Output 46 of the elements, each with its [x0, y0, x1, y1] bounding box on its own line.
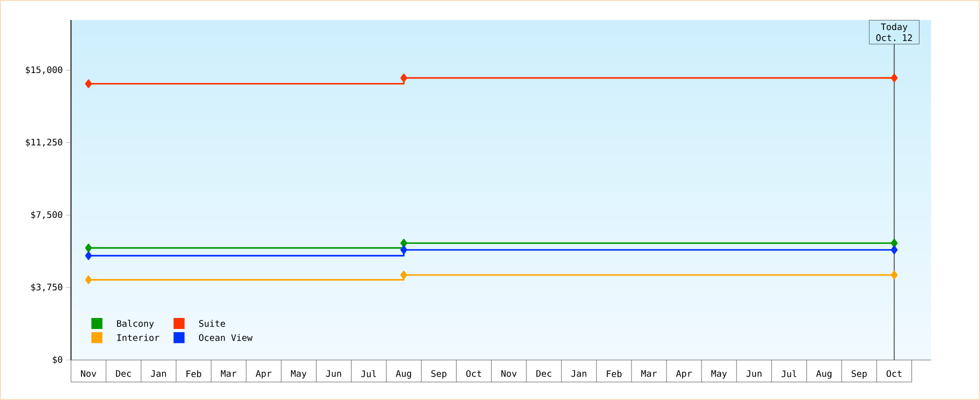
legend-label: Suite: [199, 320, 226, 327]
x-tick-label: Mar: [641, 370, 657, 377]
x-tick-label: Dec: [536, 370, 552, 377]
legend-label: Balcony: [117, 320, 154, 329]
x-tick-label: Jan: [150, 370, 166, 377]
x-tick-label: Jul: [361, 370, 376, 378]
point: [400, 270, 408, 280]
point: [890, 238, 898, 248]
x-tick-label: Jun: [746, 370, 762, 377]
y-tick-label: $3,750: [31, 283, 62, 292]
legend-label: Ocean View: [199, 334, 253, 341]
x-tick-label: Sep: [852, 370, 867, 379]
x-tick-label: Aug: [816, 370, 832, 379]
y-tick-label: $11,250: [26, 138, 62, 147]
point: [85, 276, 92, 284]
x-tick-label: Jul: [782, 370, 796, 378]
point: [400, 238, 408, 248]
point: [890, 74, 898, 82]
x-tick-label: May: [290, 370, 306, 379]
x-tick-label: Dec: [116, 370, 131, 377]
x-tick-label: Nov: [81, 370, 96, 377]
x-tick-label: Apr: [256, 370, 272, 379]
point: [400, 74, 408, 82]
x-tick-label: Jun: [326, 370, 342, 377]
point: [85, 251, 92, 260]
point: [85, 79, 92, 88]
x-tick-label: Aug: [396, 370, 412, 379]
x-tick-label: Oct: [886, 370, 902, 377]
x-tick-label: Oct: [466, 370, 482, 377]
y-tick-label: $15,000: [26, 66, 62, 74]
x-tick-label: Feb: [186, 370, 202, 378]
annotation: Today Oct. 12: [876, 23, 912, 42]
y-tick-label: $7,500: [31, 211, 62, 220]
x-tick-label: May: [711, 370, 727, 379]
point: [85, 244, 92, 252]
x-tick-label: Jan: [571, 370, 586, 377]
x-tick-label: Mar: [220, 370, 236, 377]
point: [890, 246, 898, 254]
x-tick-label: Sep: [431, 370, 446, 379]
y-tick-label: $0: [52, 356, 62, 364]
point: [890, 270, 898, 280]
x-tick-label: Apr: [676, 370, 692, 379]
x-tick-label: Nov: [501, 370, 517, 377]
point: [400, 246, 408, 254]
legend-label: Interior: [117, 334, 160, 341]
x-tick-label: Feb: [606, 370, 622, 378]
